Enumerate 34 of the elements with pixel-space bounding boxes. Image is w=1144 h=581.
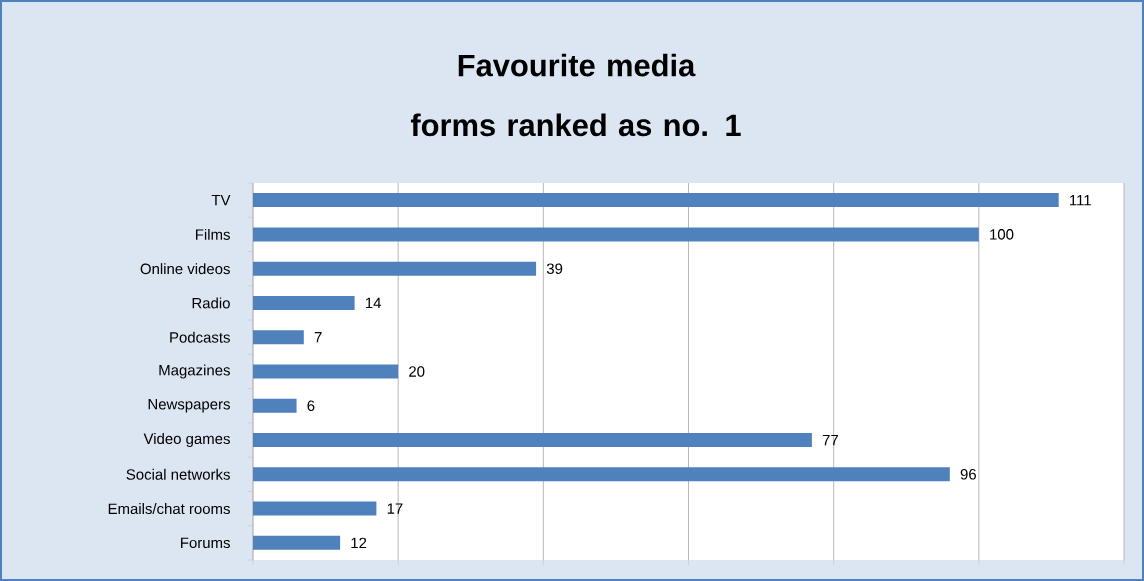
bar [253,535,341,550]
data-label: 12 [351,537,367,549]
y-tick-label: Online videos [140,263,230,275]
bar [253,398,297,413]
bar [253,227,979,242]
y-tick-label: Magazines [159,364,230,379]
bar [253,330,304,345]
data-label: 7 [314,332,322,343]
y-tick-label: TV [211,194,231,206]
y-tick-label: Radio [192,297,230,309]
data-label: 20 [409,366,425,377]
y-tick-label: Forums [181,537,230,549]
y-tick-label: Films [196,228,230,240]
y-tick-label: Video games [143,433,230,447]
data-label: 77 [822,434,838,446]
data-label: 17 [387,503,403,514]
bar [253,295,355,310]
data-label: 100 [990,229,1014,240]
chart-title: Favourite media forms ranked as no. 1 [410,53,741,137]
y-tick-label: Social networks [126,468,230,480]
data-label: 14 [365,297,382,309]
y-tick-label: Emails/chat rooms [108,503,230,515]
data-label: 96 [960,469,976,480]
data-label: 39 [546,263,563,274]
bar [253,261,537,276]
bar [253,193,1059,208]
bar [253,364,399,379]
y-tick-label: Newspapers [148,399,230,413]
bar [253,501,377,516]
data-label: 111 [1070,194,1091,206]
data-label: 6 [307,400,315,412]
bar [253,467,950,482]
y-tick-label: Podcasts [170,331,230,343]
bar [253,433,812,448]
